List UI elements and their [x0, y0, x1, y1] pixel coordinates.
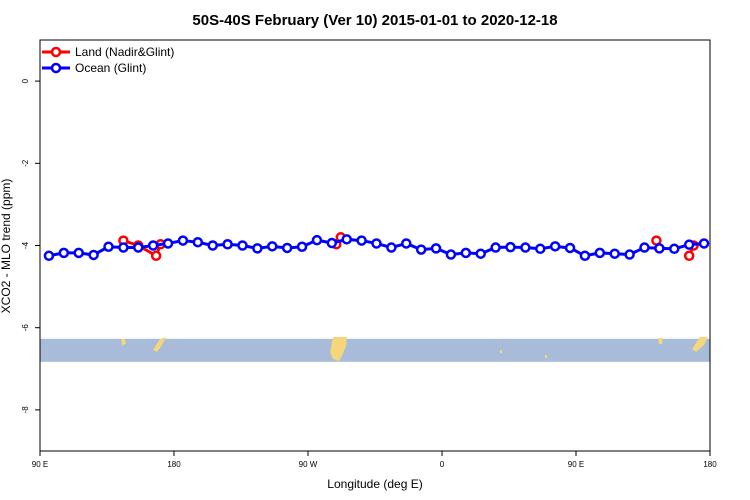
- data-point-ocean: [177, 235, 189, 246]
- data-point-ocean: [386, 242, 397, 253]
- data-point-ocean: [267, 241, 278, 252]
- data-point-ocean: [520, 242, 531, 253]
- data-point-ocean: [326, 237, 338, 249]
- data-point-ocean: [311, 234, 323, 246]
- data-point-ocean: [118, 242, 129, 253]
- x-tick-label: 180: [167, 460, 181, 469]
- land-patch: [545, 355, 547, 358]
- x-tick-label: 90 W: [299, 460, 318, 469]
- data-point-ocean: [490, 242, 501, 253]
- data-point-ocean: [639, 242, 650, 253]
- data-point-ocean: [535, 243, 546, 255]
- x-axis-label: Longitude (deg E): [327, 477, 422, 491]
- data-point-ocean: [683, 239, 695, 250]
- data-point-land: [683, 250, 695, 262]
- data-point-ocean: [475, 248, 486, 259]
- data-point-ocean: [564, 242, 576, 254]
- data-point-ocean: [252, 243, 263, 254]
- land-patch: [153, 337, 166, 352]
- data-point-land: [150, 250, 162, 262]
- data-point-ocean: [162, 238, 174, 249]
- legend-marker: [50, 62, 62, 74]
- data-point-ocean: [698, 238, 710, 249]
- land-patch: [330, 337, 347, 361]
- x-tick-label: 180: [703, 460, 717, 469]
- data-point-ocean: [222, 239, 233, 250]
- data-point-ocean: [207, 240, 218, 251]
- data-point-ocean: [73, 247, 84, 259]
- ocean-band: [40, 338, 710, 362]
- data-point-ocean: [505, 241, 516, 253]
- data-point-ocean: [654, 243, 665, 254]
- y-tick-label: 0: [21, 78, 30, 83]
- land-patch: [121, 339, 126, 345]
- land-patch: [658, 338, 663, 344]
- data-point-ocean: [371, 238, 382, 249]
- y-tick-label: -8: [21, 406, 30, 414]
- x-tick-label: 0: [440, 460, 445, 469]
- data-point-ocean: [43, 250, 55, 262]
- data-point-ocean: [237, 240, 248, 251]
- land-patch: [500, 350, 502, 353]
- chart-title: 50S-40S February (Ver 10) 2015-01-01 to …: [192, 12, 557, 29]
- data-point-ocean: [58, 247, 70, 259]
- legend-marker: [50, 46, 62, 58]
- data-point-ocean: [356, 235, 367, 246]
- data-point-ocean: [549, 241, 561, 252]
- data-point-ocean: [401, 238, 412, 249]
- data-point-ocean: [147, 240, 159, 251]
- x-tick-label: 90 E: [32, 460, 48, 469]
- data-point-ocean: [445, 249, 457, 260]
- data-point-ocean: [103, 241, 114, 252]
- data-point-ocean: [669, 243, 680, 255]
- data-point-ocean: [133, 242, 144, 253]
- data-point-ocean: [281, 242, 293, 254]
- data-point-ocean: [341, 234, 352, 245]
- data-point-ocean: [88, 249, 99, 261]
- y-tick-label: -4: [21, 241, 30, 249]
- data-point-ocean: [624, 249, 635, 260]
- series-line-land: [122, 239, 162, 258]
- legend-label: Ocean (Glint): [75, 61, 146, 75]
- data-point-ocean: [609, 248, 620, 259]
- y-axis-label: XCO2 - MLO trend (ppm): [0, 179, 13, 314]
- x-tick-label: 90 E: [568, 460, 584, 469]
- data-point-ocean: [460, 247, 472, 259]
- data-point-ocean: [192, 236, 204, 248]
- data-point-ocean: [430, 243, 442, 254]
- data-point-ocean: [415, 244, 427, 255]
- data-point-ocean: [594, 247, 606, 259]
- legend: Land (Nadir&Glint) Ocean (Glint): [42, 45, 174, 75]
- data-point-ocean: [579, 250, 591, 262]
- series-ocean: [43, 234, 710, 262]
- y-tick-label: -2: [21, 159, 30, 167]
- y-tick-label: -6: [21, 324, 30, 332]
- legend-label: Land (Nadir&Glint): [75, 45, 174, 59]
- land-patch: [692, 337, 708, 352]
- data-point-ocean: [296, 241, 308, 252]
- map-strip: [40, 337, 710, 362]
